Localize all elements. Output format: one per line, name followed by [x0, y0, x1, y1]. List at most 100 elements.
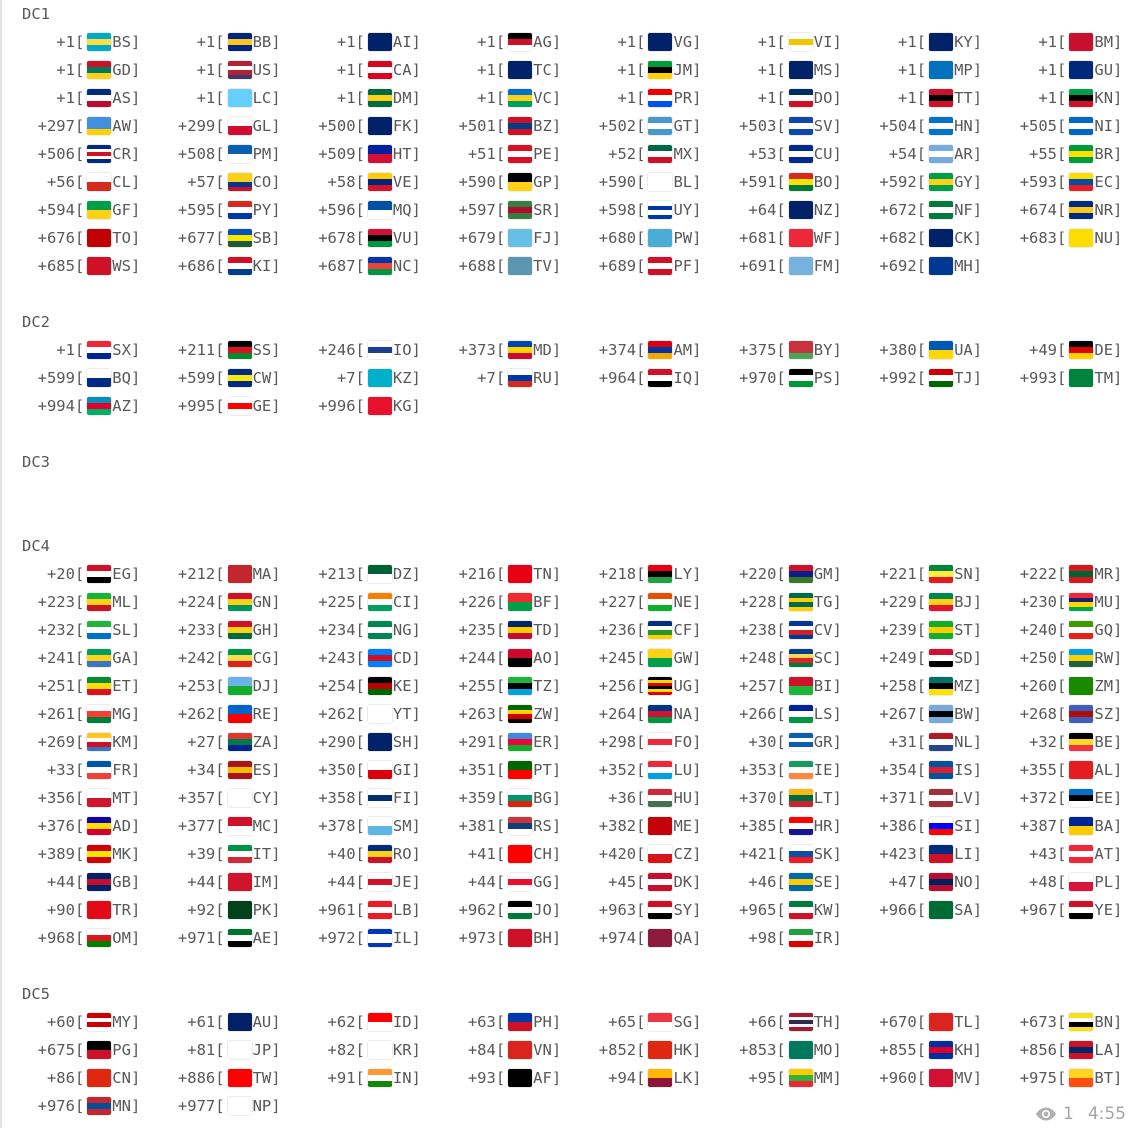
country-entry: +36[HU] [561, 784, 701, 812]
dial-code: +420 [598, 845, 637, 863]
open-bracket: [ [74, 229, 85, 247]
open-bracket: [ [74, 89, 85, 107]
country-entry: +683[NU] [982, 224, 1122, 252]
country-code: AI [392, 33, 412, 51]
open-bracket: [ [74, 397, 85, 415]
close-bracket: ] [271, 873, 281, 891]
code-row: +675[PG] +81[JP] +82[KR] +84[VN] +852[HK] +85… [0, 1036, 1144, 1064]
country-code: HU [673, 789, 693, 807]
flag-by-icon [788, 341, 813, 359]
open-bracket: [ [916, 1013, 927, 1031]
country-entry: +508[PM] [140, 140, 281, 168]
close-bracket: ] [1113, 705, 1123, 723]
dial-code: +506 [37, 145, 75, 163]
country-entry: +350[GI] [281, 756, 421, 784]
flag-dm-icon [367, 89, 392, 107]
open-bracket: [ [916, 901, 927, 919]
country-code: LU [673, 761, 693, 779]
country-entry: +995[GE] [140, 392, 281, 420]
country-code: KM [112, 733, 131, 751]
dial-code: +962 [458, 901, 496, 919]
country-entry: +352[LU] [561, 756, 701, 784]
close-bracket: ] [1113, 789, 1123, 807]
dial-code: +263 [458, 705, 496, 723]
flag-za-icon [227, 733, 252, 751]
flag-sk-icon [788, 845, 813, 863]
dial-code: +689 [598, 257, 637, 275]
close-bracket: ] [692, 117, 702, 135]
country-code: GA [112, 649, 131, 667]
country-entry: +1[TC] [421, 56, 561, 84]
country-code: HT [392, 145, 412, 163]
dial-code: +387 [1019, 817, 1058, 835]
flag-md-icon [508, 341, 533, 359]
dial-code: +1 [617, 61, 637, 79]
flag-ir-icon [788, 929, 813, 947]
flag-nf-icon [929, 201, 954, 219]
country-entry: +32[BE] [982, 728, 1122, 756]
close-bracket: ] [130, 173, 141, 191]
dial-code: +853 [739, 1041, 777, 1059]
flag-lt-icon [788, 789, 813, 807]
open-bracket: [ [776, 733, 786, 751]
flag-jo-icon [508, 901, 533, 919]
flag-gb-icon [87, 873, 112, 891]
dial-code: +376 [37, 817, 75, 835]
code-row: +376[AD] +377[MC] +378[SM] +381[RS] +382[ME]… [0, 812, 1144, 840]
dial-code: +592 [879, 173, 917, 191]
dial-code: +970 [739, 369, 777, 387]
close-bracket: ] [1113, 677, 1123, 695]
close-bracket: ] [551, 1041, 562, 1059]
country-code: TZ [533, 677, 552, 695]
dial-code: +372 [1019, 789, 1058, 807]
dial-code: +599 [177, 369, 216, 387]
country-code: BS [112, 33, 131, 51]
dial-code: +232 [37, 621, 75, 639]
flag-tm-icon [1069, 369, 1094, 387]
open-bracket: [ [636, 369, 646, 387]
close-bracket: ] [130, 705, 141, 723]
open-bracket: [ [355, 369, 365, 387]
dial-code: +370 [739, 789, 777, 807]
code-row: +1[GD] +1[US] +1[CA] +1[TC] +1[JM] +1[MS] +1[M… [0, 56, 1144, 84]
close-bracket: ] [972, 761, 983, 779]
dial-code: +381 [458, 817, 496, 835]
country-entry: +598[UY] [561, 196, 701, 224]
country-entry: +594[GF] [0, 196, 140, 224]
close-bracket: ] [271, 1013, 281, 1031]
country-entry: +674[NR] [982, 196, 1122, 224]
dial-code: +508 [177, 145, 216, 163]
open-bracket: [ [776, 145, 786, 163]
flag-je-icon [367, 873, 392, 891]
dial-code: +20 [46, 565, 75, 583]
country-code: PE [533, 145, 552, 163]
open-bracket: [ [215, 789, 225, 807]
country-entry: +691[FM] [701, 252, 842, 280]
country-code: MA [252, 565, 272, 583]
country-entry: +681[WF] [701, 224, 842, 252]
country-code: TO [112, 229, 131, 247]
country-entry: +290[SH] [281, 728, 421, 756]
flag-ma-icon [227, 565, 252, 583]
open-bracket: [ [776, 705, 786, 723]
close-bracket: ] [271, 341, 281, 359]
flag-co-icon [227, 173, 252, 191]
close-bracket: ] [271, 845, 281, 863]
country-code: KH [954, 1041, 973, 1059]
open-bracket: [ [916, 61, 927, 79]
country-entry: +86[CN] [0, 1064, 140, 1092]
dial-code: +380 [879, 341, 917, 359]
dial-code: +212 [177, 565, 216, 583]
open-bracket: [ [1057, 761, 1067, 779]
country-code: DZ [392, 565, 412, 583]
flag-tt-icon [929, 89, 954, 107]
flag-kr-icon [367, 1041, 392, 1059]
close-bracket: ] [271, 593, 281, 611]
open-bracket: [ [74, 929, 85, 947]
close-bracket: ] [551, 873, 562, 891]
close-bracket: ] [692, 789, 702, 807]
country-code: BL [673, 173, 693, 191]
close-bracket: ] [551, 593, 562, 611]
country-entry: +220[GM] [701, 560, 842, 588]
flag-me-icon [648, 817, 673, 835]
